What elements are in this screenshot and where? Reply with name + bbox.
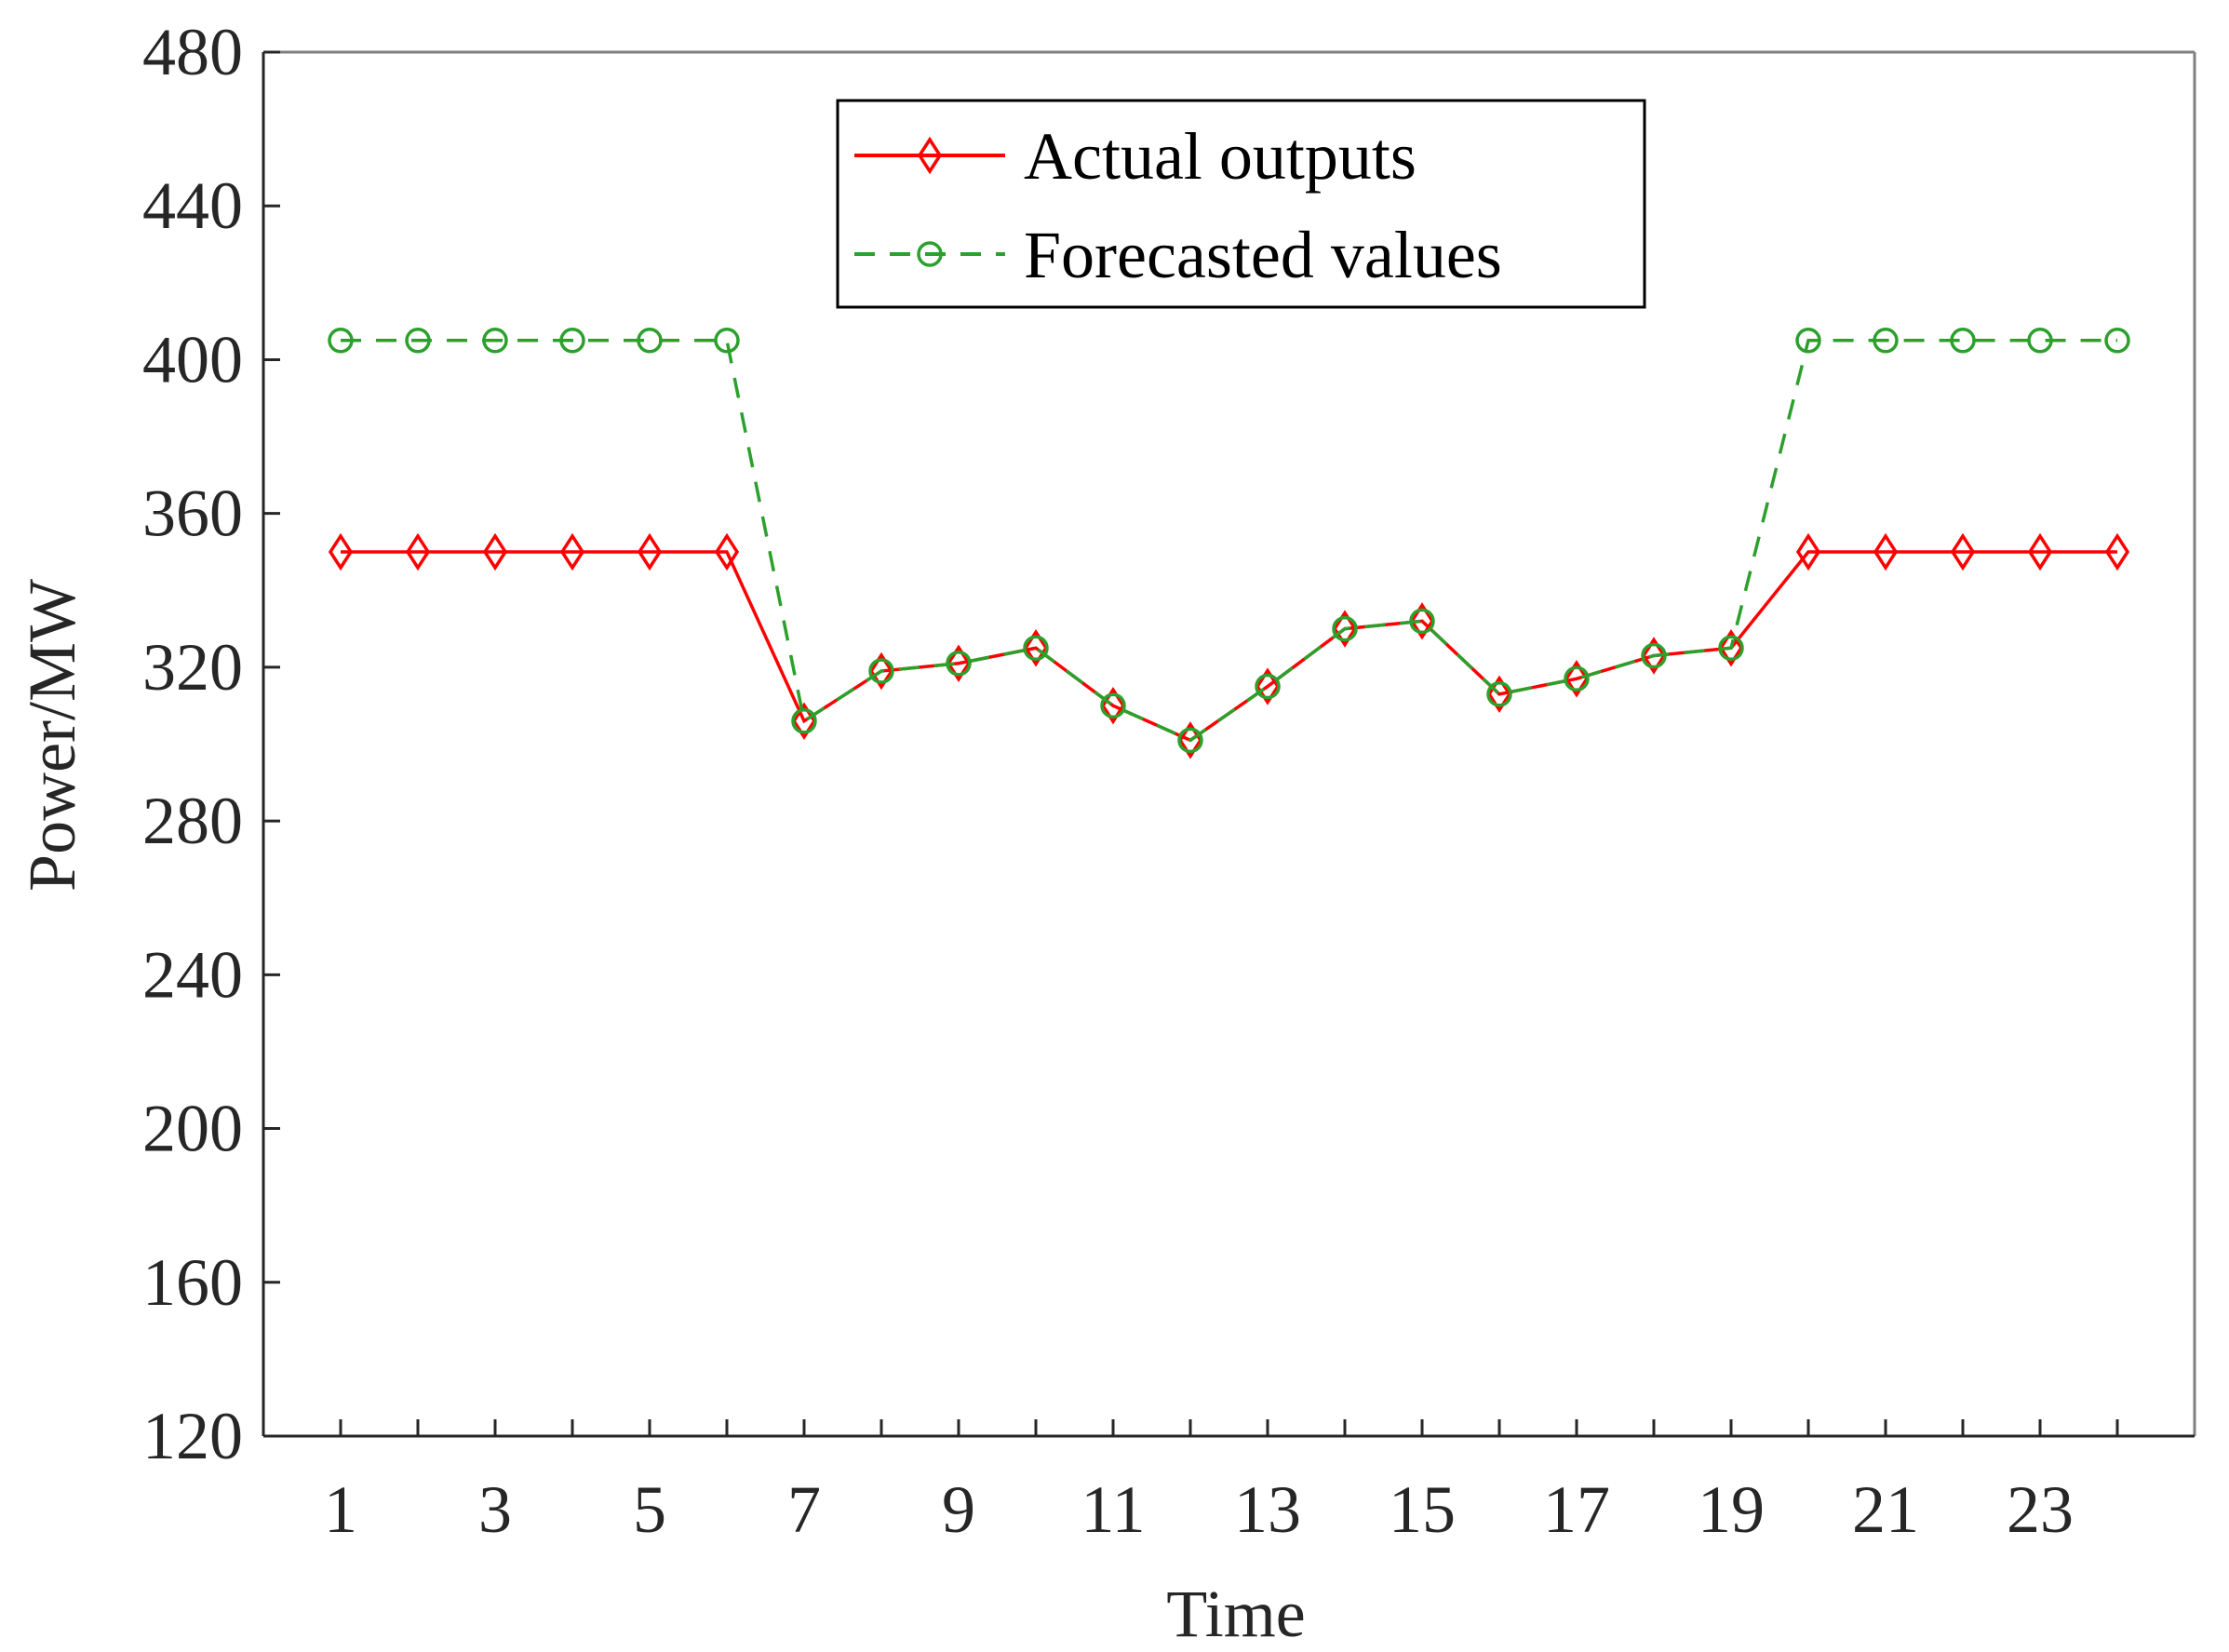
forecast-point-23: [2027, 328, 2053, 354]
series-layer: [328, 328, 2130, 759]
legend-box: [836, 99, 1646, 309]
forecast-point-7: [791, 707, 817, 734]
x-tick-label: 7: [787, 1472, 821, 1547]
actual-point-23: [2027, 532, 2053, 571]
forecast-point-16: [1486, 681, 1512, 707]
x-tick-label: 23: [2007, 1472, 2074, 1547]
x-tick-label: 5: [633, 1472, 666, 1547]
y-tick-label: 280: [142, 784, 243, 858]
series-forecast: [328, 328, 2130, 754]
y-tick-label: 400: [142, 322, 243, 396]
forecast-point-24: [2104, 328, 2130, 354]
actual-point-14: [1332, 610, 1358, 648]
y-tick-label: 200: [142, 1092, 243, 1166]
forecast-point-19: [1718, 635, 1744, 661]
forecast-point-21: [1873, 328, 1899, 354]
forecast-point-15: [1409, 608, 1435, 635]
actual-point-15: [1409, 602, 1435, 640]
actual-point-18: [1641, 637, 1667, 675]
x-tick-label: 13: [1234, 1472, 1301, 1547]
forecast-point-20: [1795, 328, 1821, 354]
y-axis: 120 160 200 240 280 320 360 400 440 480: [142, 15, 280, 1473]
forecast-point-14: [1332, 615, 1358, 642]
x-tick-label: 21: [1852, 1472, 1919, 1547]
legend: Actual outputs Forecasted values: [836, 99, 1646, 309]
x-tick-label: 9: [942, 1472, 975, 1547]
actual-point-8: [868, 651, 894, 691]
legend-label-actual: Actual outputs: [1024, 119, 1417, 194]
forecast-point-13: [1255, 673, 1281, 700]
forecast-point-10: [1023, 635, 1049, 661]
forecast-point-4: [559, 328, 585, 354]
forecast-point-17: [1564, 665, 1590, 692]
actual-point-9: [946, 644, 972, 682]
x-tick-label: 3: [478, 1472, 512, 1547]
legend-marker-actual: [917, 136, 943, 175]
actual-point-19: [1718, 629, 1744, 667]
y-tick-label: 360: [142, 477, 243, 551]
actual-point-17: [1564, 660, 1590, 698]
forecast-point-11: [1100, 692, 1126, 719]
actual-point-3: [482, 532, 508, 571]
actual-point-13: [1255, 667, 1281, 705]
forecast-point-3: [482, 328, 508, 354]
plot-area: [262, 50, 2196, 1438]
forecast-point-12: [1177, 727, 1203, 754]
forecast-point-9: [946, 651, 972, 677]
forecast-point-6: [714, 328, 740, 354]
x-axis-title: Time: [1166, 1577, 1305, 1651]
actual-point-6: [714, 532, 740, 571]
forecast-point-18: [1641, 642, 1667, 669]
y-axis-title: Power/MW: [15, 579, 89, 892]
actual-point-22: [1950, 532, 1976, 571]
legend-diamond-marker: [917, 136, 943, 175]
forecast-point-1: [328, 328, 354, 354]
y-tick-label: 320: [142, 630, 243, 705]
forecast-point-8: [868, 658, 894, 684]
actual-point-1: [328, 532, 354, 571]
actual-point-20: [1795, 532, 1821, 571]
x-tick-label: 15: [1389, 1472, 1456, 1547]
forecast-point-2: [405, 328, 431, 354]
forecast-point-22: [1950, 328, 1976, 354]
legend-circle-marker: [917, 241, 943, 267]
x-tick-label: 1: [324, 1472, 357, 1547]
x-tick-label: 11: [1081, 1472, 1145, 1547]
forecast-point-5: [637, 328, 663, 354]
y-tick-label: 240: [142, 937, 243, 1012]
legend-marker-forecast: [917, 241, 943, 267]
actual-point-24: [2104, 532, 2130, 571]
x-tick-label: 19: [1698, 1472, 1765, 1547]
actual-point-10: [1023, 629, 1049, 667]
actual-point-2: [405, 532, 431, 571]
y-tick-label: 480: [142, 15, 243, 89]
y-tick-label: 120: [142, 1399, 243, 1473]
actual-point-21: [1873, 532, 1899, 571]
actual-point-4: [559, 532, 585, 571]
y-tick-label: 440: [142, 168, 243, 243]
series-line-forecast: [341, 339, 2117, 743]
actual-point-5: [637, 532, 663, 571]
x-axis: 1 3 5 7 9 11 13 15 17 19 21 23: [324, 1419, 2119, 1547]
y-tick-label: 160: [142, 1245, 243, 1320]
x-tick-label: 17: [1543, 1472, 1610, 1547]
legend-label-forecast: Forecasted values: [1024, 218, 1502, 292]
